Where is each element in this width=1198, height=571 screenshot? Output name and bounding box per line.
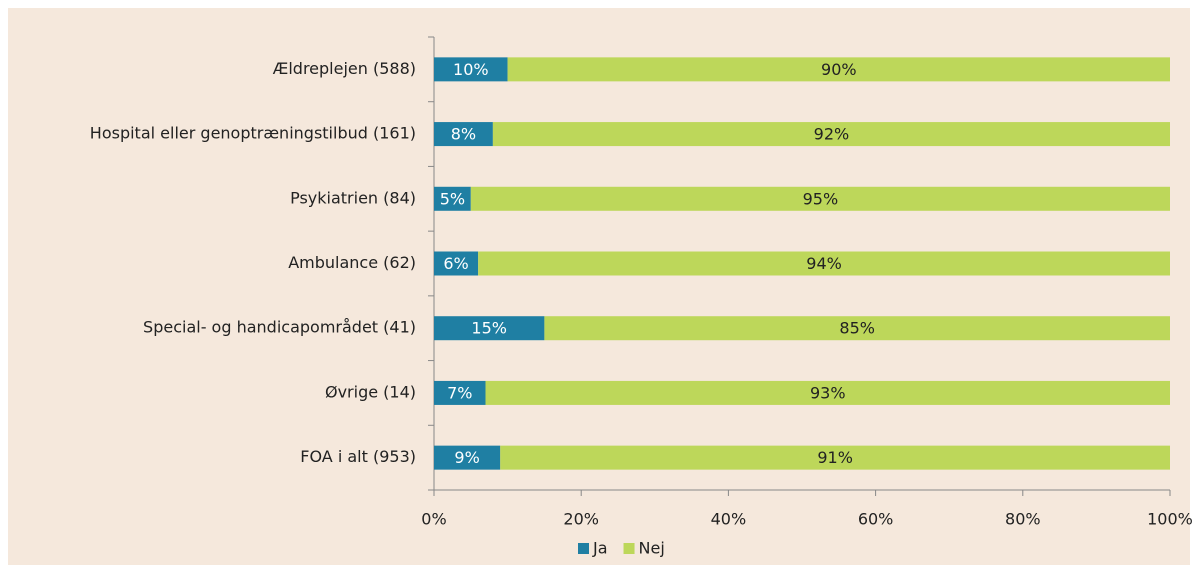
y-tick-label: Hospital eller genoptræningstilbud (161): [90, 124, 416, 143]
bar-segment: [492, 122, 1170, 147]
legend-swatch: [623, 543, 635, 554]
bar-segment: [434, 57, 508, 82]
data-label: 5%: [440, 189, 465, 208]
x-tick-label: 60%: [858, 510, 894, 529]
y-tick-label: Ambulance (62): [288, 253, 416, 272]
data-label: 15%: [471, 319, 507, 338]
legend-label: Ja: [592, 539, 608, 558]
bar-segment: [434, 122, 493, 147]
data-label: 93%: [810, 383, 846, 402]
data-label: 94%: [806, 254, 842, 273]
bar-segment: [434, 380, 486, 405]
y-tick-label: Ældreplejen (588): [273, 59, 416, 78]
y-tick-label: Special- og handicapområdet (41): [143, 318, 416, 337]
bar-segment: [470, 186, 1170, 211]
data-label: 85%: [839, 319, 875, 338]
y-tick-label: Øvrige (14): [325, 382, 416, 401]
bar-segment: [434, 445, 501, 470]
data-label: 91%: [817, 448, 853, 467]
legend-label: Nej: [639, 539, 665, 558]
bar-segment: [434, 316, 545, 341]
data-label: 92%: [814, 125, 850, 144]
background: [8, 8, 1190, 565]
bar-segment: [500, 445, 1170, 470]
legend-swatch: [578, 543, 589, 554]
bar-segment: [434, 251, 479, 276]
bar-segment: [544, 316, 1170, 341]
bar-segment: [485, 380, 1170, 405]
data-label: 90%: [821, 60, 857, 79]
y-tick-label: Psykiatrien (84): [290, 188, 416, 207]
x-tick-label: 0%: [421, 510, 446, 529]
x-tick-label: 20%: [563, 510, 599, 529]
bar-segment: [434, 186, 471, 211]
bar-segment: [478, 251, 1170, 276]
x-tick-label: 100%: [1147, 510, 1193, 529]
x-tick-label: 40%: [711, 510, 747, 529]
data-label: 9%: [454, 448, 479, 467]
data-label: 8%: [451, 125, 476, 144]
data-label: 7%: [447, 383, 472, 402]
data-label: 6%: [443, 254, 468, 273]
data-label: 95%: [803, 189, 839, 208]
data-label: 10%: [453, 60, 489, 79]
x-tick-label: 80%: [1005, 510, 1041, 529]
y-tick-label: FOA i alt (953): [300, 447, 416, 466]
bar-segment: [507, 57, 1171, 82]
